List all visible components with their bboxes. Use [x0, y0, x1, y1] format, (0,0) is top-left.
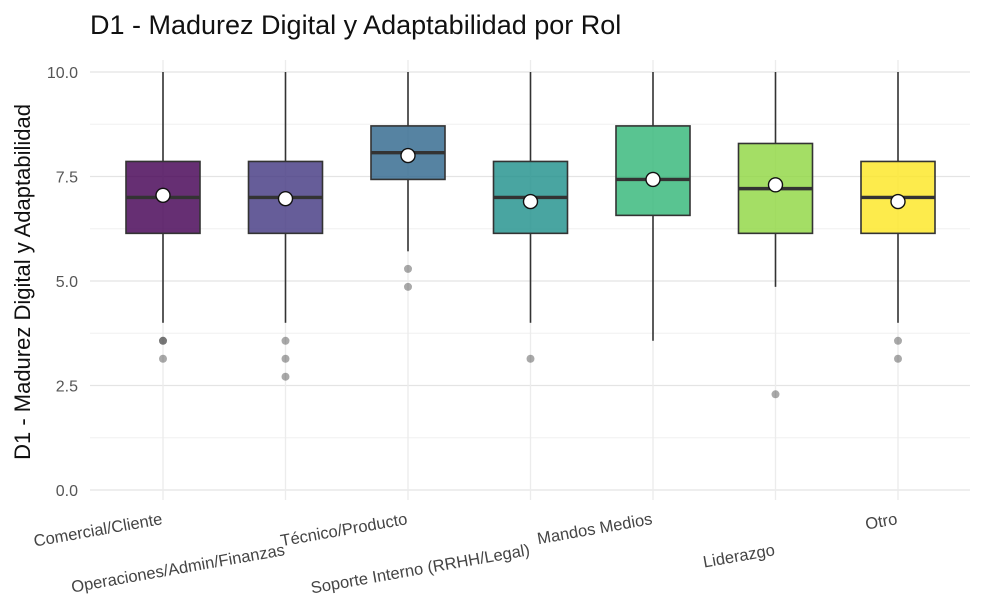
- x-tick-label: Liderazgo: [702, 541, 777, 571]
- outlier-point: [404, 264, 412, 273]
- box-group: [247, 72, 324, 381]
- mean-point: [890, 193, 906, 210]
- box-body: [615, 125, 691, 217]
- outlier-point: [404, 282, 412, 291]
- y-tick-label: 7.5: [56, 170, 78, 187]
- outlier-point: [894, 336, 902, 345]
- mean-point: [522, 193, 539, 210]
- x-tick-label: Operaciones/Admin/Finanzas: [70, 541, 286, 596]
- outlier-point: [159, 354, 167, 363]
- mean-point: [645, 171, 661, 188]
- outlier-point: [159, 336, 167, 345]
- outlier-point: [281, 372, 290, 381]
- outlier-point: [526, 354, 535, 363]
- x-tick-label: Soporte Interno (RRHH/Legal): [310, 541, 532, 597]
- y-axis-label: D1 - Madurez Digital y Adaptabilidad: [10, 104, 35, 460]
- x-tick-label: Otro: [864, 510, 899, 533]
- chart-title: D1 - Madurez Digital y Adaptabilidad por…: [90, 10, 621, 40]
- outlier-point: [159, 336, 167, 345]
- y-tick-label: 10.0: [47, 65, 78, 82]
- y-tick-label: 2.5: [56, 379, 78, 396]
- outlier-point: [894, 354, 902, 363]
- y-tick-label: 0.0: [56, 483, 78, 500]
- mean-point: [400, 147, 416, 164]
- box-group: [370, 72, 446, 291]
- outlier-point: [771, 390, 780, 399]
- y-tick-label: 5.0: [56, 274, 78, 291]
- box-group: [125, 72, 201, 363]
- x-tick-label: Técnico/Producto: [279, 510, 409, 550]
- y-axis: 0.0 2.5 5.0 7.5 10.0: [47, 65, 78, 500]
- box-group: [860, 72, 936, 363]
- box-group: [737, 72, 814, 399]
- mean-point: [767, 177, 784, 193]
- box-group: [492, 72, 569, 363]
- box-group: [615, 72, 691, 341]
- mean-point: [277, 190, 294, 207]
- x-tick-label: Comercial/Cliente: [32, 510, 163, 550]
- x-tick-label: Mandos Medios: [536, 510, 654, 548]
- mean-point: [155, 187, 171, 204]
- x-axis: Comercial/ClienteOperaciones/Admin/Finan…: [32, 510, 898, 597]
- outlier-point: [281, 354, 290, 363]
- outlier-point: [281, 336, 290, 345]
- box-series: [125, 72, 936, 399]
